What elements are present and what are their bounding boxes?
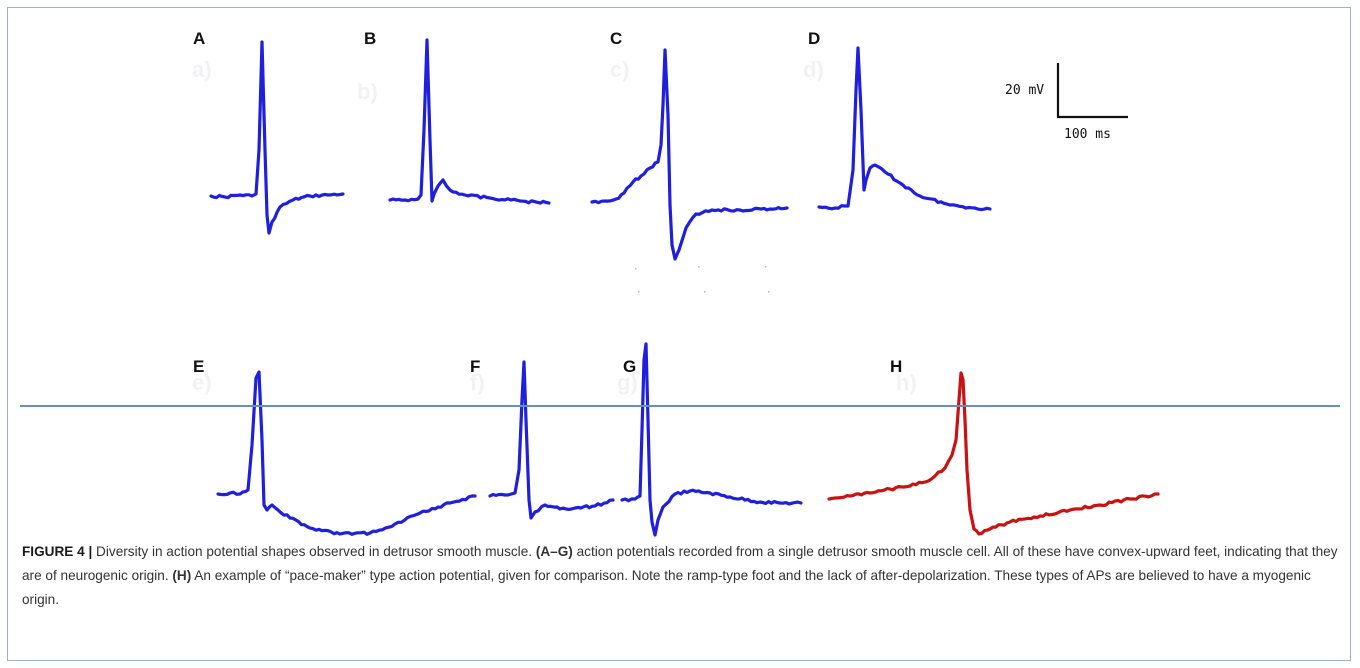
stray-specks	[635, 266, 770, 293]
caption-ref-ag: (A–G)	[535, 544, 573, 559]
ghost-label-a: a)	[192, 57, 212, 82]
ghost-label-f: f)	[470, 370, 485, 395]
trace-h	[827, 371, 1160, 536]
scale-bar: 20 mV 100 ms	[1005, 63, 1128, 142]
scale-bar-voltage-label: 20 mV	[1005, 83, 1044, 98]
trace-e	[216, 370, 477, 536]
caption-text-h: An example of “pace-maker” type action p…	[22, 568, 1311, 607]
ghost-label-e: e)	[192, 370, 212, 395]
ghost-label-h: h)	[896, 370, 917, 395]
trace-g	[620, 342, 803, 537]
panel-label-g: G	[623, 357, 636, 376]
scale-bar-lines	[1056, 63, 1128, 119]
ghost-label-d: d)	[803, 57, 824, 82]
panel-label-f: F	[470, 357, 480, 376]
figure-caption: FIGURE 4 | Diversity in action potential…	[22, 540, 1338, 612]
caption-divider	[20, 405, 1340, 407]
ghost-label-b: b)	[357, 79, 378, 104]
panel-label-c: C	[610, 29, 622, 48]
panel-label-a: A	[193, 29, 205, 48]
ghost-label-c: c)	[610, 57, 630, 82]
trace-d	[817, 46, 992, 212]
figure-number: FIGURE 4 |	[22, 544, 93, 559]
caption-intro: Diversity in action potential shapes obs…	[92, 544, 536, 559]
panel-label-h: H	[890, 357, 902, 376]
trace-c	[590, 48, 789, 261]
caption-ref-h: (H)	[172, 568, 192, 583]
ghost-label-g: g)	[617, 370, 638, 395]
panel-label-e: E	[193, 357, 204, 376]
panel-label-d: D	[808, 29, 820, 48]
trace-f	[488, 360, 615, 520]
trace-b	[388, 38, 551, 205]
scale-bar-time-label: 100 ms	[1064, 127, 1111, 142]
caption-text-ag: action potentials recorded from a single…	[22, 544, 1338, 583]
trace-a	[209, 40, 345, 235]
panel-label-b: B	[364, 29, 376, 48]
action-potential-figure: a) b) c) d) e) f) g) h) A B C D E F G H …	[192, 29, 1160, 537]
